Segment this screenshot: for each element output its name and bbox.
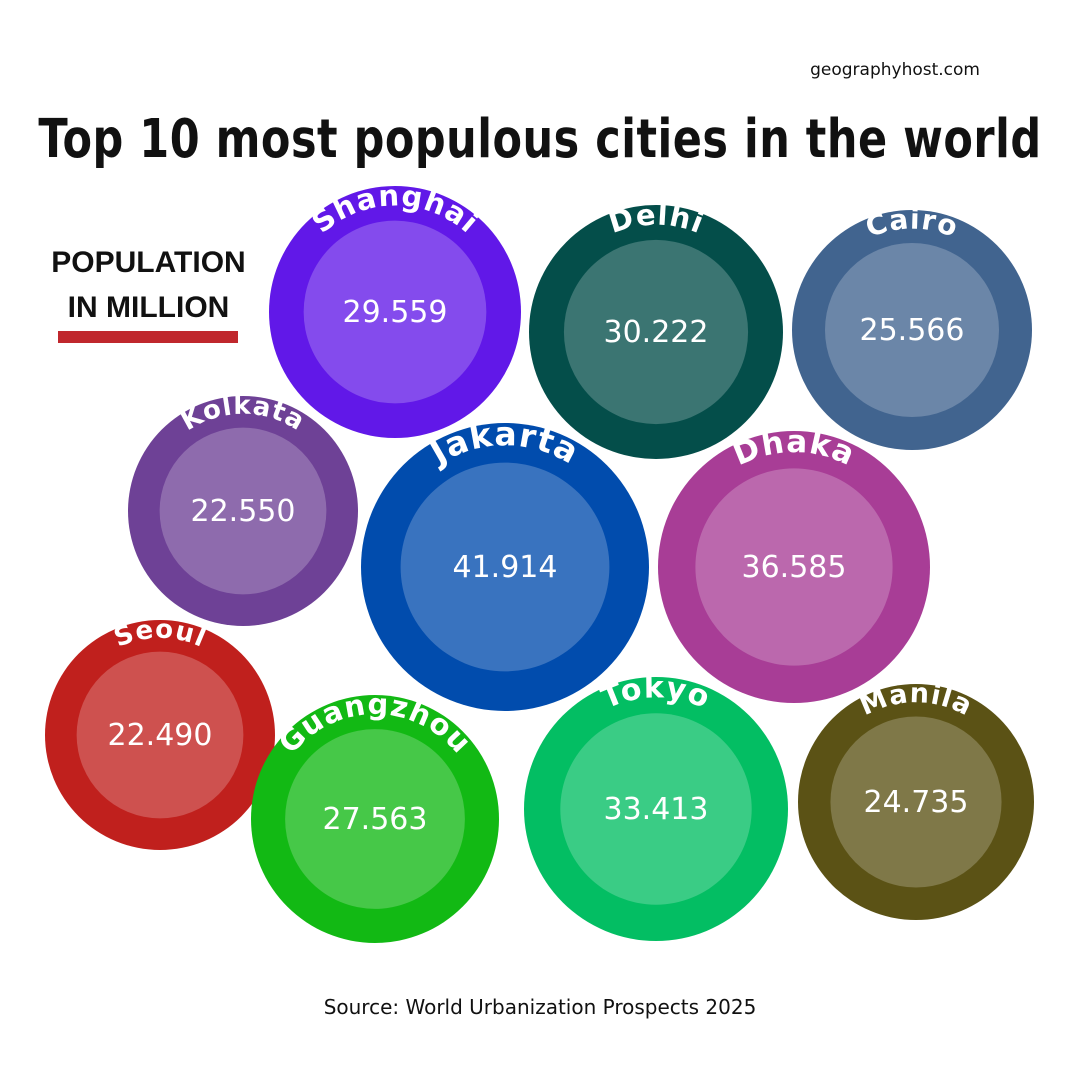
unit-underline [58,331,238,343]
bubble-inner-manila [830,716,1002,888]
value-label-delhi: 30.222 [604,315,709,350]
bubble-inner-cairo [825,243,999,417]
page-title: Top 10 most populous cities in the world [38,108,1042,171]
value-label-shanghai: 29.559 [343,295,448,330]
bubble-inner-guangzhou [285,729,465,909]
value-label-cairo: 25.566 [860,313,965,348]
unit-label-line1: POPULATION [51,246,246,279]
unit-label-line2: IN MILLION [67,291,230,324]
value-label-kolkata: 22.550 [191,494,296,529]
value-label-manila: 24.735 [864,785,969,820]
bubble-inner-dhaka [695,468,893,666]
bubble-inner-jakarta [400,462,610,672]
bubble-inner-kolkata [159,427,327,595]
bubble-inner-delhi [563,239,749,425]
value-label-guangzhou: 27.563 [323,802,428,837]
unit-label: POPULATION IN MILLION [36,240,261,330]
bubble-inner-shanghai [303,220,487,404]
bubble-inner-tokyo [560,713,752,905]
source-note: Source: World Urbanization Prospects 202… [323,995,757,1019]
value-label-dhaka: 36.585 [742,550,847,585]
value-label-seoul: 22.490 [108,718,213,753]
value-label-jakarta: 41.914 [453,550,558,585]
site-credit: geographyhost.com [810,60,980,80]
bubble-inner-seoul [76,651,244,819]
value-label-tokyo: 33.413 [604,792,709,827]
